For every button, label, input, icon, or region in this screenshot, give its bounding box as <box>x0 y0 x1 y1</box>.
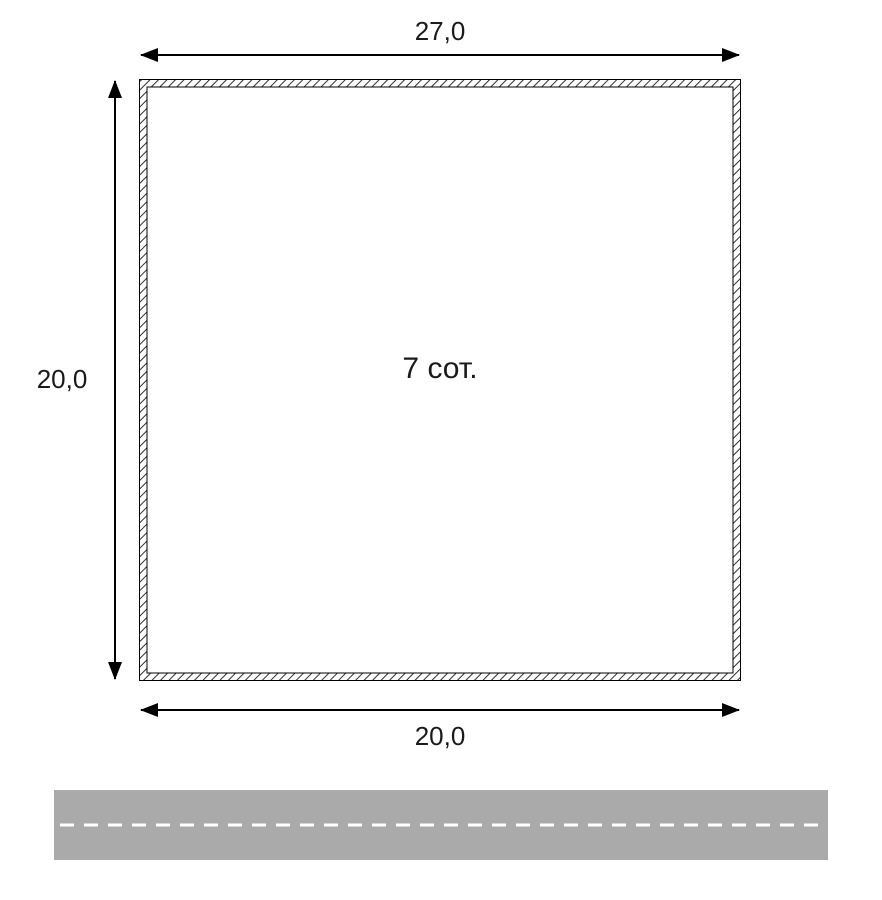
plot-border-pattern-top <box>140 80 740 87</box>
arrowhead-icon <box>140 703 158 717</box>
plot-border-pattern-right <box>733 80 740 680</box>
dimension-top-label: 27,0 <box>415 16 466 46</box>
arrowhead-icon <box>722 703 740 717</box>
arrowhead-icon <box>722 48 740 62</box>
dimension-bottom-label: 20,0 <box>415 721 466 751</box>
plot-border-pattern-bottom <box>140 673 740 680</box>
plot-area-label: 7 сот. <box>402 352 477 385</box>
dimension-bottom: 20,0 <box>140 703 740 751</box>
road <box>54 790 828 860</box>
dimension-top: 27,0 <box>140 16 740 62</box>
plot-border-pattern-left <box>140 80 147 680</box>
land-plot: 7 сот. <box>140 80 740 680</box>
dimension-left: 20,0 <box>37 80 122 680</box>
dimension-left-label: 20,0 <box>37 364 88 394</box>
arrowhead-icon <box>108 662 122 680</box>
arrowhead-icon <box>108 80 122 98</box>
plot-diagram: 7 сот. 27,0 20,0 20,0 <box>0 0 882 900</box>
arrowhead-icon <box>140 48 158 62</box>
